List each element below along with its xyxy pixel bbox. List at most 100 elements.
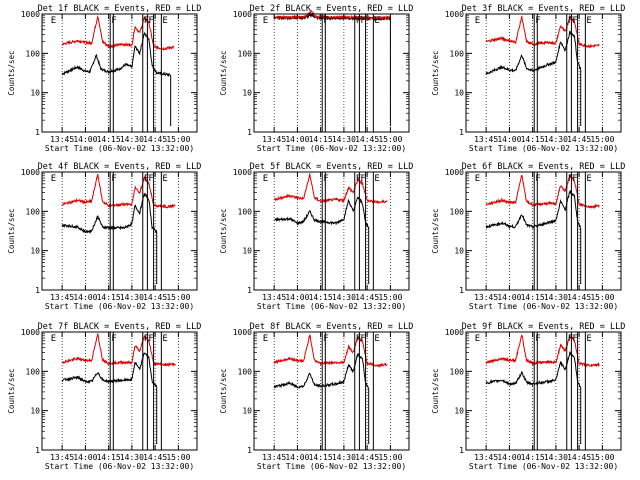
y-tick-label: 1000 <box>233 168 252 177</box>
x-axis-label: Start Time (06-Nov-02 13:32:00) <box>45 462 194 471</box>
lld-series-line <box>273 334 388 368</box>
marker-label: F <box>148 16 153 26</box>
marker-label: F <box>356 334 361 344</box>
x-tick-label: 14:00 <box>285 453 309 462</box>
plot-frame <box>465 171 622 291</box>
x-tick-label: 14:45 <box>355 453 379 462</box>
events-series-line <box>61 31 171 78</box>
x-tick-label: 15:00 <box>166 453 190 462</box>
y-tick-label: 10 <box>242 89 252 98</box>
y-tick-label: 1 <box>459 128 464 137</box>
y-tick-label: 100 <box>26 49 41 58</box>
y-tick-label: 100 <box>450 49 465 58</box>
lld-series-line <box>273 172 388 205</box>
panel-title: Det 3f BLACK = Events, RED = LLD <box>462 4 626 14</box>
y-tick-label: 1000 <box>21 168 40 177</box>
y-tick-label: 10 <box>454 89 464 98</box>
y-tick-label: 1 <box>459 286 464 295</box>
x-tick-label: 15:00 <box>590 293 614 302</box>
marker-label: F <box>568 16 573 26</box>
marker-label: F <box>148 334 153 344</box>
marker-label: F <box>356 16 361 26</box>
marker-label: E <box>586 174 591 184</box>
x-tick-label: 14:00 <box>285 293 309 302</box>
y-axis-label: Counts/sec <box>431 368 440 413</box>
x-tick-label: 14:30 <box>120 453 144 462</box>
marker-label: F <box>535 174 540 184</box>
marker-label: F <box>572 334 577 344</box>
events-series-line <box>485 189 581 229</box>
y-tick-label: 10 <box>30 89 40 98</box>
y-axis-label: Counts/sec <box>219 50 228 95</box>
events-series-line <box>273 196 370 229</box>
marker-label: E <box>475 174 480 184</box>
x-tick-label: 14:30 <box>332 453 356 462</box>
marker-label: E <box>263 174 268 184</box>
plot-frame <box>465 331 622 451</box>
x-tick-label: 15:00 <box>378 135 402 144</box>
y-tick-label: 1 <box>35 446 40 455</box>
y-tick-label: 1000 <box>445 328 464 337</box>
events-series-line <box>273 353 369 389</box>
x-tick-label: 14:30 <box>332 135 356 144</box>
panel-title: Det 2f BLACK = Events, RED = LLD <box>250 4 414 14</box>
y-tick-label: 100 <box>238 49 253 58</box>
marker-label: E <box>374 334 379 344</box>
marker-label: E <box>263 16 268 26</box>
y-tick-label: 10 <box>242 407 252 416</box>
y-tick-label: 1 <box>459 446 464 455</box>
x-tick-label: 14:45 <box>567 293 591 302</box>
x-tick-label: 14:15 <box>97 135 121 144</box>
x-tick-label: 14:30 <box>120 135 144 144</box>
marker-label: F <box>572 16 577 26</box>
marker-label: F <box>356 174 361 184</box>
y-tick-label: 10 <box>30 407 40 416</box>
x-tick-label: 14:30 <box>544 453 568 462</box>
x-axis-label: Start Time (06-Nov-02 13:32:00) <box>469 462 618 471</box>
x-tick-label: 14:00 <box>497 453 521 462</box>
marker-label: F <box>111 334 116 344</box>
x-tick-label: 14:00 <box>497 135 521 144</box>
x-tick-label: 14:45 <box>143 453 167 462</box>
y-tick-label: 100 <box>238 367 253 376</box>
marker-label: E <box>374 16 379 26</box>
panel-title: Det 5f BLACK = Events, RED = LLD <box>250 162 414 172</box>
x-axis-label: Start Time (06-Nov-02 13:32:00) <box>257 144 406 153</box>
x-tick-label: 14:00 <box>73 293 97 302</box>
x-axis-label: Start Time (06-Nov-02 13:32:00) <box>469 144 618 153</box>
x-tick-label: 14:15 <box>97 293 121 302</box>
x-tick-label: 15:00 <box>378 453 402 462</box>
x-tick-label: 14:15 <box>97 453 121 462</box>
y-axis-label: Counts/sec <box>7 50 16 95</box>
x-axis-label: Start Time (06-Nov-02 13:32:00) <box>257 462 406 471</box>
y-tick-label: 100 <box>450 207 465 216</box>
y-axis-label: Counts/sec <box>7 208 16 253</box>
x-tick-label: 13:45 <box>262 453 286 462</box>
x-axis-label: Start Time (06-Nov-02 13:32:00) <box>45 302 194 311</box>
marker-label: E <box>51 334 56 344</box>
marker-label: F <box>111 174 116 184</box>
marker-label: E <box>374 174 379 184</box>
lld-series-line <box>62 14 175 51</box>
y-tick-label: 1 <box>35 128 40 137</box>
x-tick-label: 14:30 <box>544 135 568 144</box>
y-tick-label: 1000 <box>445 168 464 177</box>
marker-label: F <box>144 16 149 26</box>
x-axis-label: Start Time (06-Nov-02 13:32:00) <box>257 302 406 311</box>
y-axis-label: Counts/sec <box>431 50 440 95</box>
x-tick-label: 14:45 <box>143 293 167 302</box>
panel-title: Det 6f BLACK = Events, RED = LLD <box>462 162 626 172</box>
marker-label: F <box>568 174 573 184</box>
y-tick-label: 1 <box>247 128 252 137</box>
x-tick-label: 15:00 <box>166 135 190 144</box>
x-tick-label: 13:45 <box>50 293 74 302</box>
x-tick-label: 15:00 <box>166 293 190 302</box>
panel-title: Det 1f BLACK = Events, RED = LLD <box>38 4 202 14</box>
x-tick-label: 13:45 <box>474 453 498 462</box>
y-tick-label: 100 <box>26 367 41 376</box>
plot-frame <box>253 171 410 291</box>
lld-series-line <box>485 333 600 368</box>
